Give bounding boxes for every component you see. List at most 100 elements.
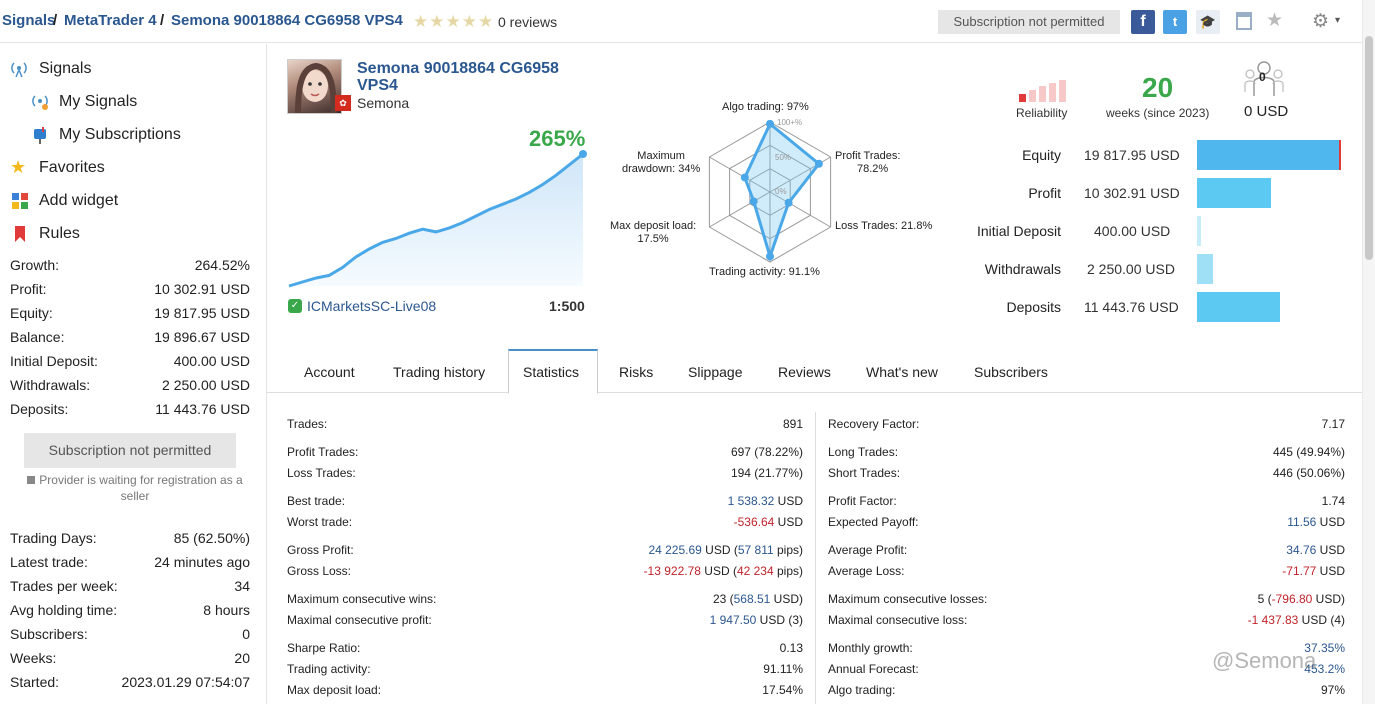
radar-label-profit: Profit Trades: 78.2% bbox=[835, 150, 900, 176]
tab-subscribers[interactable]: Subscribers bbox=[974, 364, 1048, 380]
stat-value: 453.2% bbox=[1304, 662, 1345, 676]
stat-value-highlight[interactable]: 11.56 bbox=[1287, 515, 1317, 529]
stats-right-row: Recovery Factor: 7.17 bbox=[828, 417, 1345, 435]
stat-value-highlight[interactable]: 24 225.69 bbox=[648, 543, 702, 557]
breadcrumb-metatrader4[interactable]: MetaTrader 4 bbox=[64, 12, 157, 29]
tab-active-indicator bbox=[508, 349, 598, 394]
stat-value-highlight[interactable]: 1 947.50 bbox=[709, 613, 757, 627]
note-icon bbox=[27, 476, 36, 484]
tab-statistics[interactable]: Statistics bbox=[523, 364, 580, 380]
stat-value-text: 697 (78.22%) bbox=[730, 445, 803, 459]
tab-whats-new[interactable]: What's new bbox=[866, 364, 938, 380]
breadcrumb-separator: / bbox=[53, 12, 58, 29]
radar-point[interactable] bbox=[784, 198, 793, 207]
subscribers-icon[interactable] bbox=[1244, 60, 1284, 98]
sidebar-subscription-button[interactable]: Subscription not permitted bbox=[24, 433, 236, 468]
rating-stars[interactable]: ★★★★★ bbox=[413, 12, 495, 31]
bar-deposits[interactable] bbox=[1197, 292, 1280, 322]
stat-label: Expected Payoff: bbox=[828, 515, 919, 529]
stat-value: 891 bbox=[783, 417, 803, 431]
stat-value-highlight[interactable]: 1 538.32 bbox=[727, 494, 775, 508]
avatar[interactable] bbox=[287, 59, 342, 114]
bar-equity[interactable] bbox=[1197, 140, 1340, 170]
tab-reviews[interactable]: Reviews bbox=[778, 364, 831, 380]
stats-left-row: Profit Trades: 697 (78.22%) bbox=[287, 445, 803, 463]
stat-value-text: USD ( bbox=[700, 564, 737, 578]
subscription-not-permitted-button[interactable]: Subscription not permitted bbox=[938, 10, 1120, 34]
avatar-portrait bbox=[295, 62, 337, 113]
stat-value-text: 446 (50.06%) bbox=[1272, 466, 1345, 480]
broker-server[interactable]: ICMarketsSC-Live08 bbox=[307, 298, 437, 314]
stat-value-text: 445 (49.94%) bbox=[1272, 445, 1345, 459]
stat-value-highlight[interactable]: 37.35% bbox=[1304, 641, 1345, 655]
radar-label-deposit-load: Max deposit load: 17.5% bbox=[610, 220, 696, 246]
calendar-icon[interactable] bbox=[1236, 12, 1252, 30]
bar-label-withdrawals: Withdrawals bbox=[984, 261, 1061, 277]
signal-author[interactable]: Semona bbox=[357, 95, 410, 111]
radar-ring-0: 0% bbox=[775, 187, 787, 196]
stat-value-text: pips) bbox=[773, 543, 803, 557]
chevron-down-icon[interactable]: ▾ bbox=[1335, 15, 1341, 26]
education-icon[interactable]: 🎓 bbox=[1196, 10, 1220, 34]
bar-initial-deposit[interactable] bbox=[1197, 216, 1201, 246]
radar-point[interactable] bbox=[749, 197, 758, 206]
growth-endpoint[interactable] bbox=[579, 150, 587, 158]
twitter-icon[interactable]: t bbox=[1163, 10, 1187, 34]
radar-label-profit-value: 78.2% bbox=[857, 163, 889, 175]
stats-right-row: Annual Forecast: 453.2% bbox=[828, 662, 1345, 680]
summary-label: Initial Deposit: bbox=[10, 353, 98, 369]
reliability-bar-3 bbox=[1039, 86, 1046, 102]
tab-risks[interactable]: Risks bbox=[619, 364, 654, 380]
activity-latest-trade: Latest trade: 24 minutes ago bbox=[10, 554, 250, 574]
activity-label: Weeks: bbox=[10, 650, 57, 666]
stat-value: 11.56 USD bbox=[1287, 515, 1345, 529]
tab-trading-history[interactable]: Trading history bbox=[393, 364, 486, 380]
signal-icon bbox=[11, 62, 27, 78]
settings-gear-icon[interactable]: ⚙ bbox=[1312, 11, 1330, 32]
sidebar-item-label: Add widget bbox=[39, 192, 119, 209]
radar-chart[interactable]: 100+% 50% 0% bbox=[600, 95, 940, 285]
bar-profit[interactable] bbox=[1197, 178, 1271, 208]
stat-value-highlight[interactable]: 568.51 bbox=[733, 592, 771, 606]
radar-point[interactable] bbox=[740, 173, 749, 182]
growth-chart[interactable] bbox=[287, 150, 587, 290]
stat-label: Worst trade: bbox=[287, 515, 353, 529]
tab-slippage[interactable]: Slippage bbox=[688, 364, 743, 380]
scrollbar-thumb[interactable] bbox=[1365, 36, 1373, 260]
stat-value-highlight[interactable]: 453.2% bbox=[1304, 662, 1345, 676]
reviews-count[interactable]: 0 reviews bbox=[498, 14, 558, 30]
breadcrumb-signals[interactable]: Signals bbox=[2, 12, 56, 29]
sidebar-item-label: My Subscriptions bbox=[59, 126, 181, 143]
stat-value: 194 (21.77%) bbox=[731, 466, 803, 480]
stat-value-highlight[interactable]: -796.80 bbox=[1271, 592, 1313, 606]
stat-value: -536.64 USD bbox=[734, 515, 803, 529]
signal-title[interactable]: Semona 90018864 CG6958 VPS4 bbox=[357, 60, 559, 94]
reliability-bars[interactable] bbox=[1019, 80, 1071, 104]
bar-withdrawals[interactable] bbox=[1197, 254, 1213, 284]
activity-value: 20 bbox=[234, 650, 250, 666]
favorite-star-icon[interactable]: ★ bbox=[1266, 10, 1284, 31]
stats-right-row: Monthly growth: 37.35% bbox=[828, 641, 1345, 659]
stat-value-highlight[interactable]: 57 811 bbox=[737, 543, 774, 557]
breadcrumb-current-signal[interactable]: Semona 90018864 CG6958 VPS4 bbox=[171, 12, 403, 29]
tab-account[interactable]: Account bbox=[304, 364, 355, 380]
stat-value-highlight[interactable]: 34.76 bbox=[1286, 543, 1317, 557]
stat-value-highlight[interactable]: -1 437.83 bbox=[1247, 613, 1299, 627]
star-icon: ★ bbox=[10, 157, 27, 177]
stat-value-highlight[interactable]: 42 234 bbox=[736, 564, 774, 578]
stat-label: Trading activity: bbox=[287, 662, 371, 676]
radar-point[interactable] bbox=[814, 159, 823, 168]
activity-started: Started: 2023.01.29 07:54:07 bbox=[10, 674, 250, 694]
stat-value-highlight[interactable]: -71.77 bbox=[1282, 564, 1317, 578]
facebook-icon[interactable]: f bbox=[1131, 10, 1155, 34]
bar-label-equity: Equity bbox=[1022, 147, 1061, 163]
radar-point[interactable] bbox=[766, 252, 774, 261]
stat-label: Best trade: bbox=[287, 494, 346, 508]
stats-right-row: Short Trades: 446 (50.06%) bbox=[828, 466, 1345, 484]
summary-value: 2 250.00 USD bbox=[162, 377, 250, 393]
stat-value-text: 5 ( bbox=[1257, 592, 1272, 606]
activity-avg-holding: Avg holding time: 8 hours bbox=[10, 602, 250, 622]
radar-point[interactable] bbox=[766, 119, 774, 128]
stat-value-highlight[interactable]: -13 922.78 bbox=[643, 564, 701, 578]
stat-value-highlight[interactable]: -536.64 bbox=[733, 515, 775, 529]
